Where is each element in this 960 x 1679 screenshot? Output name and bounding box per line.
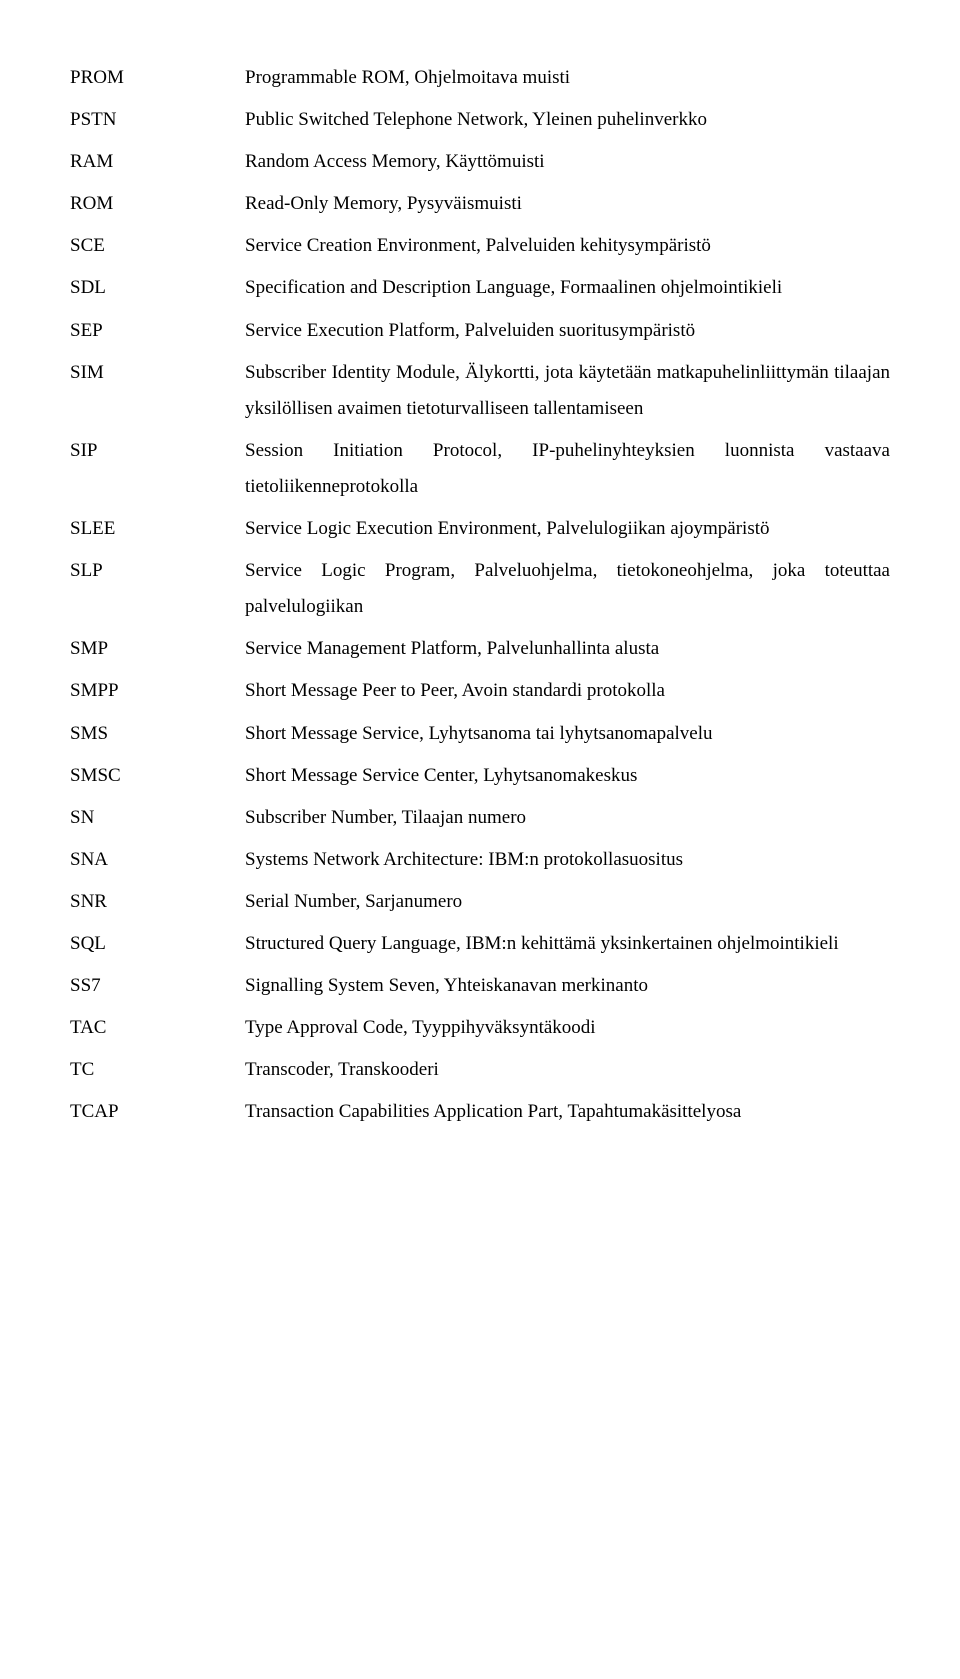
glossary-entry: SIPSession Initiation Protocol, IP-puhel…: [70, 433, 890, 505]
term: SMP: [70, 631, 245, 667]
term: PROM: [70, 60, 245, 96]
definition: Session Initiation Protocol, IP-puheliny…: [245, 433, 890, 505]
definition: Read-Only Memory, Pysyväismuisti: [245, 186, 890, 222]
glossary-entry: SNSubscriber Number, Tilaajan numero: [70, 800, 890, 836]
glossary-entry: SCEService Creation Environment, Palvelu…: [70, 228, 890, 264]
glossary-entry: PROMProgrammable ROM, Ohjelmoitava muist…: [70, 60, 890, 96]
term: SS7: [70, 968, 245, 1004]
definition: Subscriber Identity Module, Älykortti, j…: [245, 355, 890, 427]
term: TC: [70, 1052, 245, 1088]
term: SIM: [70, 355, 245, 391]
definition: Service Logic Execution Environment, Pal…: [245, 511, 890, 547]
definition: Short Message Peer to Peer, Avoin standa…: [245, 673, 890, 709]
term: TAC: [70, 1010, 245, 1046]
definition: Serial Number, Sarjanumero: [245, 884, 890, 920]
glossary-entry: SIMSubscriber Identity Module, Älykortti…: [70, 355, 890, 427]
definition: Signalling System Seven, Yhteiskanavan m…: [245, 968, 890, 1004]
glossary-entry: TACType Approval Code, Tyyppihyväksyntäk…: [70, 1010, 890, 1046]
glossary-entry: SNASystems Network Architecture: IBM:n p…: [70, 842, 890, 878]
definition: Transaction Capabilities Application Par…: [245, 1094, 890, 1130]
definition: Public Switched Telephone Network, Ylein…: [245, 102, 890, 138]
glossary-entry: SDLSpecification and Description Languag…: [70, 270, 890, 306]
glossary-entry: ROMRead-Only Memory, Pysyväismuisti: [70, 186, 890, 222]
definition: Structured Query Language, IBM:n kehittä…: [245, 926, 890, 962]
term: SNA: [70, 842, 245, 878]
definition: Type Approval Code, Tyyppihyväksyntäkood…: [245, 1010, 890, 1046]
glossary-entry: SLPService Logic Program, Palveluohjelma…: [70, 553, 890, 625]
definition: Transcoder, Transkooderi: [245, 1052, 890, 1088]
term: SLEE: [70, 511, 245, 547]
glossary-entry: SQLStructured Query Language, IBM:n kehi…: [70, 926, 890, 962]
term: SDL: [70, 270, 245, 306]
term: SMPP: [70, 673, 245, 709]
glossary-entry: RAMRandom Access Memory, Käyttömuisti: [70, 144, 890, 180]
term: SNR: [70, 884, 245, 920]
glossary-entry: PSTNPublic Switched Telephone Network, Y…: [70, 102, 890, 138]
glossary-entry: SMPPShort Message Peer to Peer, Avoin st…: [70, 673, 890, 709]
definition: Service Execution Platform, Palveluiden …: [245, 313, 890, 349]
definition: Subscriber Number, Tilaajan numero: [245, 800, 890, 836]
glossary-entry: SMPService Management Platform, Palvelun…: [70, 631, 890, 667]
glossary-entry: SS7Signalling System Seven, Yhteiskanava…: [70, 968, 890, 1004]
term: SN: [70, 800, 245, 836]
glossary-entry: TCAPTransaction Capabilities Application…: [70, 1094, 890, 1130]
glossary-entry: TCTranscoder, Transkooderi: [70, 1052, 890, 1088]
term: SMSC: [70, 758, 245, 794]
glossary-entry: SMSShort Message Service, Lyhytsanoma ta…: [70, 716, 890, 752]
term: TCAP: [70, 1094, 245, 1130]
term: SCE: [70, 228, 245, 264]
term: RAM: [70, 144, 245, 180]
term: ROM: [70, 186, 245, 222]
term: SQL: [70, 926, 245, 962]
definition: Programmable ROM, Ohjelmoitava muisti: [245, 60, 890, 96]
glossary-entry: SMSCShort Message Service Center, Lyhyts…: [70, 758, 890, 794]
term: SMS: [70, 716, 245, 752]
definition: Service Logic Program, Palveluohjelma, t…: [245, 553, 890, 625]
definition: Systems Network Architecture: IBM:n prot…: [245, 842, 890, 878]
definition: Specification and Description Language, …: [245, 270, 890, 306]
term: SIP: [70, 433, 245, 469]
definition: Service Management Platform, Palvelunhal…: [245, 631, 890, 667]
glossary-entry: SEPService Execution Platform, Palveluid…: [70, 313, 890, 349]
glossary-entry: SNRSerial Number, Sarjanumero: [70, 884, 890, 920]
definition: Random Access Memory, Käyttömuisti: [245, 144, 890, 180]
term: SLP: [70, 553, 245, 589]
glossary-list: PROMProgrammable ROM, Ohjelmoitava muist…: [70, 60, 890, 1130]
definition: Short Message Service Center, Lyhytsanom…: [245, 758, 890, 794]
term: SEP: [70, 313, 245, 349]
definition: Service Creation Environment, Palveluide…: [245, 228, 890, 264]
glossary-entry: SLEEService Logic Execution Environment,…: [70, 511, 890, 547]
term: PSTN: [70, 102, 245, 138]
definition: Short Message Service, Lyhytsanoma tai l…: [245, 716, 890, 752]
